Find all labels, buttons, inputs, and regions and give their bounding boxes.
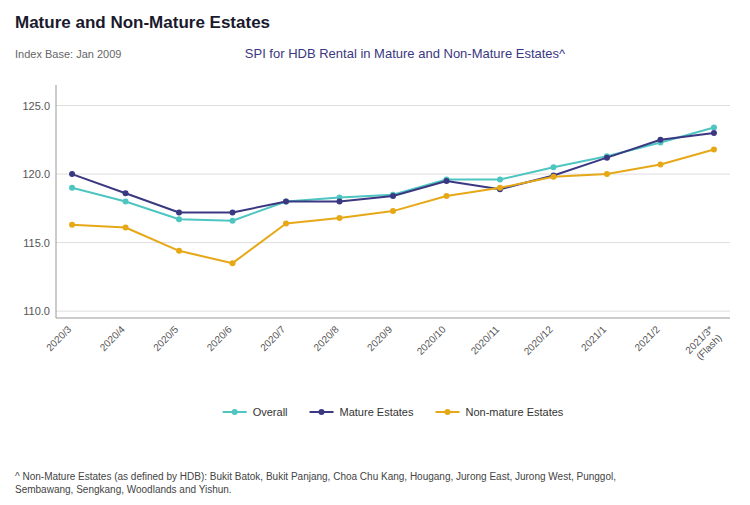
- index-base: Index Base: Jan 2009: [15, 48, 121, 60]
- point: [390, 193, 396, 199]
- x-tick-label: 2020/4: [98, 323, 128, 353]
- point: [123, 190, 129, 196]
- y-tick-label: 110.0: [23, 305, 50, 317]
- x-tick-label: 2020/6: [205, 323, 235, 353]
- subtitle: SPI for HDB Rental in Mature and Non-Mat…: [245, 46, 566, 61]
- legend-marker: [232, 409, 238, 415]
- point: [230, 209, 236, 215]
- point: [69, 222, 75, 228]
- point: [657, 161, 663, 167]
- x-tick-label: 2020/12: [522, 323, 556, 357]
- point: [711, 130, 717, 136]
- grid-line: [56, 174, 730, 175]
- x-tick-label: 2021/1: [579, 323, 609, 353]
- grid-line: [56, 311, 730, 312]
- point: [69, 185, 75, 191]
- point: [443, 193, 449, 199]
- point: [176, 216, 182, 222]
- legend-label: Non-mature Estates: [466, 406, 564, 418]
- x-tick-label: 2020/8: [312, 323, 342, 353]
- x-tick-label: 2021/2: [632, 323, 662, 353]
- grid: [56, 106, 730, 312]
- point: [711, 124, 717, 130]
- point: [123, 225, 129, 231]
- point: [230, 260, 236, 266]
- y-axis-line: [56, 85, 57, 318]
- legend-item: Non-mature Estates: [436, 406, 564, 418]
- point: [283, 220, 289, 226]
- legend-item: Overall: [223, 406, 288, 418]
- point: [123, 199, 129, 205]
- point: [604, 155, 610, 161]
- point: [390, 208, 396, 214]
- point: [497, 177, 503, 183]
- point: [497, 185, 503, 191]
- x-tick-label: 2020/7: [258, 323, 288, 353]
- legend-marker: [319, 409, 325, 415]
- y-tick-label: 120.0: [22, 168, 50, 180]
- legend-label: Overall: [253, 406, 288, 418]
- x-tick-label: 2020/11: [469, 323, 502, 356]
- chart: Mature and Non-Mature Estates Index Base:…: [0, 0, 750, 505]
- plot-area: [69, 124, 717, 266]
- grid-line: [56, 105, 730, 106]
- series-line: [72, 127, 714, 220]
- legend-marker: [445, 409, 451, 415]
- legend: Overall Mature Estates Non-mature Estates: [223, 406, 564, 418]
- footnote: ^ Non-Mature Estates (as defined by HDB)…: [15, 471, 616, 495]
- point: [230, 218, 236, 224]
- title: Mature and Non-Mature Estates: [15, 13, 270, 32]
- y-tick-label: 115.0: [23, 237, 50, 249]
- x-tick-label: 2020/3: [44, 323, 74, 353]
- point: [337, 215, 343, 221]
- legend-item: Mature Estates: [310, 406, 414, 418]
- x-axis-line: [56, 318, 730, 319]
- point: [550, 174, 556, 180]
- x-tick-label: 2020/5: [151, 323, 181, 353]
- point: [657, 137, 663, 143]
- point: [604, 171, 610, 177]
- x-tick-label: 2020/9: [365, 323, 395, 353]
- x-tick-label: 2021/3*(Flash): [683, 324, 724, 365]
- point: [337, 199, 343, 205]
- series-line: [72, 149, 714, 263]
- x-tick-label: 2020/10: [415, 323, 449, 357]
- point: [550, 164, 556, 170]
- point: [176, 248, 182, 254]
- y-tick-label: 125.0: [22, 100, 50, 112]
- point: [443, 178, 449, 184]
- point: [283, 199, 289, 205]
- point: [176, 209, 182, 215]
- legend-label: Mature Estates: [340, 406, 414, 418]
- point: [69, 171, 75, 177]
- point: [283, 199, 289, 205]
- point: [711, 146, 717, 152]
